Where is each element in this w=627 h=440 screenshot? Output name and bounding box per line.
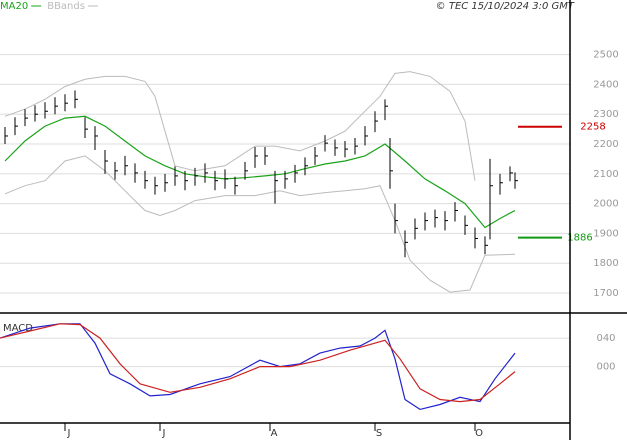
x-tick-label: S xyxy=(376,428,382,439)
y-tick-label: 040 xyxy=(596,333,615,344)
y-tick-label: 2400 xyxy=(593,79,618,90)
ma-line xyxy=(4,115,516,229)
y-tick-label: 1700 xyxy=(593,288,618,299)
y-tick-label: 2000 xyxy=(593,199,618,210)
legend-label: BBands xyxy=(47,1,85,12)
y-tick-label: 2500 xyxy=(593,50,618,61)
indicator-line xyxy=(0,323,516,411)
y-tick-label: 2100 xyxy=(593,169,618,180)
panel-title: MACD xyxy=(3,323,33,334)
level-label: 1886 xyxy=(567,233,592,244)
band-line xyxy=(4,155,516,293)
source: © TEC 15/10/2024 3:0 GMT xyxy=(436,1,575,12)
y-tick-label: 2300 xyxy=(593,109,618,120)
level-label: 2258 xyxy=(580,122,605,133)
x-tick-label: J xyxy=(162,428,166,439)
y-tick-label: 000 xyxy=(596,362,615,373)
y-tick-label: 1800 xyxy=(593,258,618,269)
y-tick-label: 2200 xyxy=(593,139,618,150)
indicator-line xyxy=(0,323,516,403)
x-tick-label: O xyxy=(475,428,483,439)
band-line xyxy=(4,71,476,181)
y-tick-label: 1900 xyxy=(593,228,618,239)
legend-label: MA20 xyxy=(0,1,28,12)
x-tick-label: A xyxy=(271,428,278,439)
x-tick-label: J xyxy=(67,428,71,439)
